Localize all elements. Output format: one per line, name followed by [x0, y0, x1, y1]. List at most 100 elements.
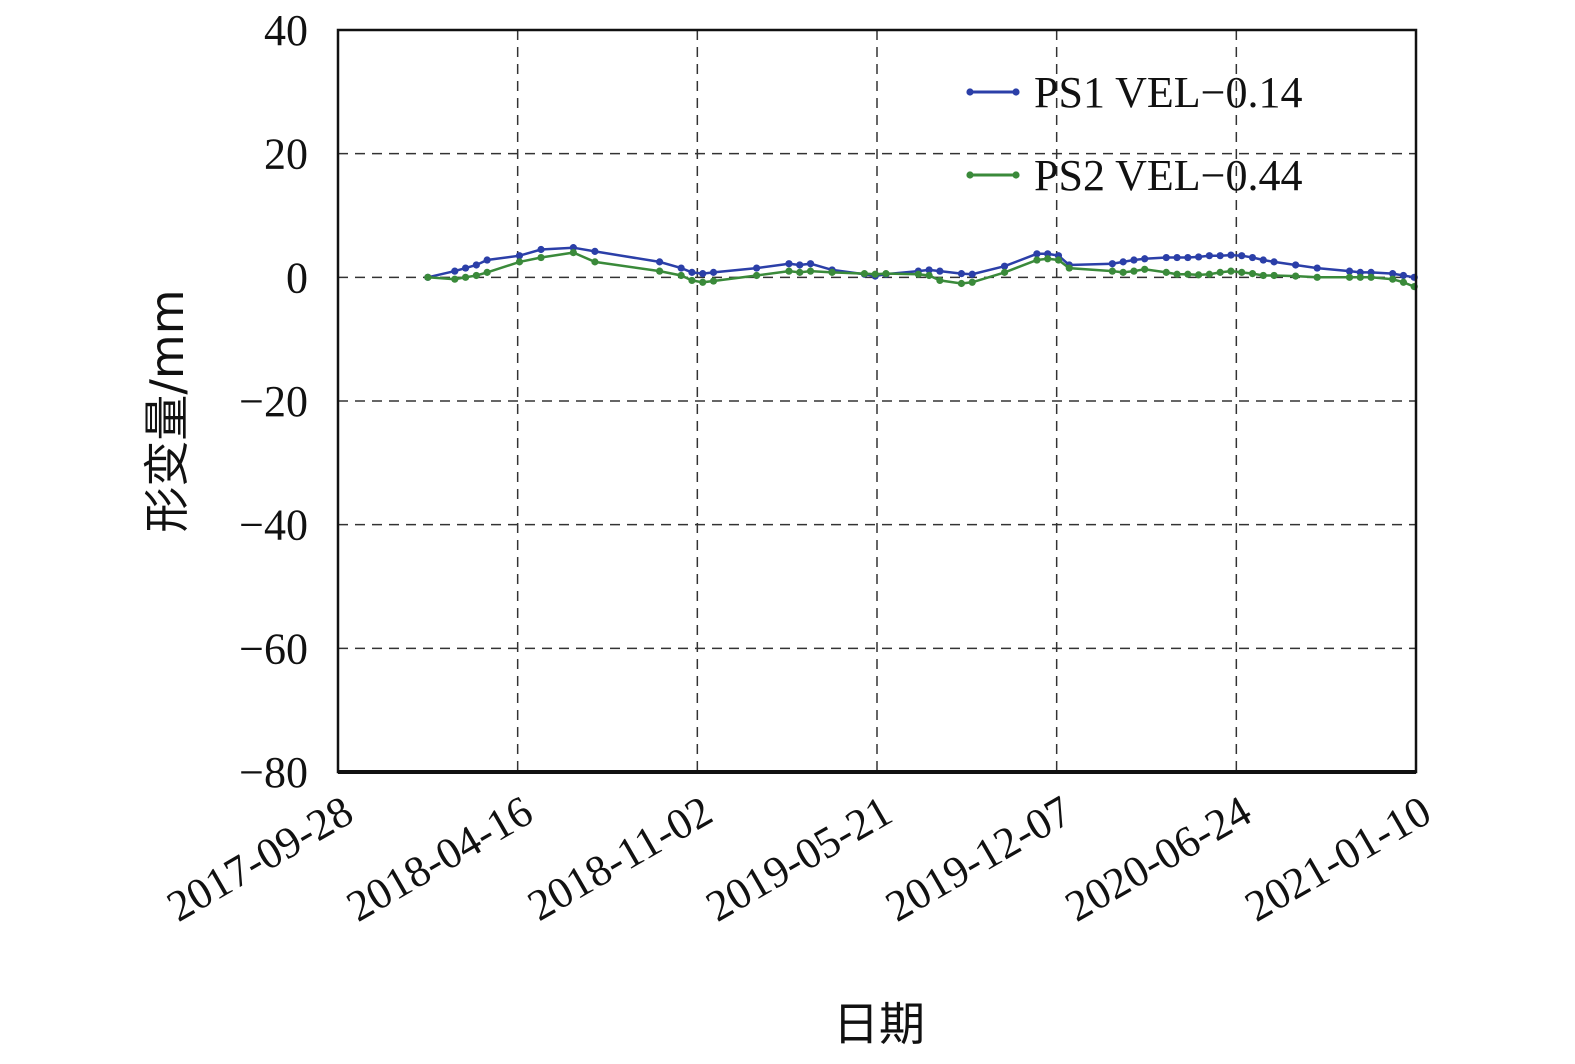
data-point — [1345, 273, 1354, 281]
data-point — [925, 271, 933, 280]
x-tick-label: 2020-06-24 — [1057, 786, 1259, 931]
data-point — [871, 270, 879, 278]
data-point — [1000, 268, 1009, 276]
y-tick-label: −60 — [239, 624, 308, 673]
data-point — [537, 253, 545, 262]
data-point — [1205, 252, 1213, 260]
data-point — [1238, 252, 1246, 260]
data-point — [591, 247, 599, 255]
data-point — [1216, 268, 1224, 276]
data-point — [1141, 265, 1149, 273]
data-point — [882, 270, 890, 278]
data-point — [537, 245, 545, 254]
data-point — [1248, 270, 1257, 278]
data-point — [472, 271, 480, 280]
data-point — [1119, 258, 1127, 266]
grid-lines — [338, 30, 1416, 772]
data-point — [1248, 253, 1257, 262]
x-tick-label: 2019-12-07 — [877, 786, 1079, 931]
data-point — [1184, 270, 1192, 278]
x-tick-labels: 2017-09-282018-04-162018-11-022019-05-21… — [159, 786, 1439, 931]
legend-label: PS2 VEL−0.44 — [1034, 151, 1303, 200]
data-point — [1173, 270, 1181, 278]
data-point — [1195, 253, 1203, 261]
data-point — [569, 249, 577, 257]
data-point — [806, 267, 815, 275]
data-point — [699, 270, 707, 278]
y-tick-label: −40 — [239, 501, 308, 550]
data-point — [1399, 271, 1408, 280]
y-tick-labels: 40 20 0 −20 −40 −60 −80 — [239, 6, 308, 797]
data-point — [753, 264, 761, 272]
data-point — [1044, 250, 1052, 258]
data-point — [1130, 267, 1138, 275]
data-point — [1270, 258, 1278, 266]
data-point — [796, 261, 804, 269]
data-point — [860, 270, 869, 278]
y-tick-label: −80 — [239, 748, 308, 797]
data-point — [1367, 268, 1375, 276]
data-point — [1162, 253, 1170, 262]
legend: PS1 VEL−0.14 PS2 VEL−0.44 — [966, 68, 1303, 200]
data-point — [709, 268, 718, 276]
data-point — [925, 266, 933, 274]
legend-marker — [1012, 88, 1020, 96]
data-point — [1399, 278, 1408, 286]
data-point — [515, 252, 524, 260]
data-point — [1033, 250, 1041, 258]
data-point — [461, 264, 470, 272]
legend-item: PS2 VEL−0.44 — [966, 151, 1303, 200]
data-point — [957, 279, 966, 288]
data-point — [1065, 264, 1073, 272]
data-point — [461, 273, 470, 281]
series-layer — [424, 244, 1418, 291]
data-point — [1227, 251, 1235, 259]
data-point — [483, 268, 491, 276]
data-point — [677, 264, 685, 272]
x-axis-title: 日期 — [833, 997, 925, 1051]
data-point — [483, 256, 491, 264]
data-point — [1054, 256, 1063, 264]
data-point — [451, 275, 459, 283]
data-point — [656, 258, 664, 266]
legend-marker — [966, 171, 974, 179]
data-point — [936, 267, 944, 275]
data-point — [1313, 273, 1321, 281]
data-point — [968, 270, 976, 278]
data-point — [1000, 262, 1009, 270]
data-point — [569, 244, 577, 252]
data-point — [1205, 270, 1213, 278]
data-point — [1389, 275, 1397, 283]
data-point — [1119, 268, 1127, 276]
data-point — [688, 276, 696, 285]
data-point — [1238, 268, 1246, 276]
y-tick-label: 0 — [286, 253, 308, 302]
data-point — [806, 260, 815, 268]
data-point — [936, 276, 944, 285]
x-tick-label: 2021-01-10 — [1237, 786, 1439, 931]
x-tick-label: 2019-05-21 — [698, 786, 900, 931]
data-point — [1184, 253, 1192, 262]
data-point — [1162, 268, 1170, 276]
data-point — [1259, 256, 1267, 264]
y-tick-label: 40 — [264, 6, 308, 55]
data-point — [1367, 273, 1375, 281]
data-point — [591, 258, 599, 266]
data-point — [828, 268, 836, 276]
data-point — [688, 268, 696, 276]
data-point — [472, 261, 480, 269]
data-point — [1356, 268, 1364, 276]
data-point — [785, 267, 793, 275]
data-point — [1270, 271, 1278, 280]
data-point — [656, 267, 664, 275]
x-tick-label: 2017-09-28 — [159, 786, 361, 931]
y-axis-title: 形变量/mm — [140, 289, 194, 532]
data-point — [1108, 260, 1116, 268]
data-point — [785, 260, 793, 268]
data-point — [1313, 264, 1321, 272]
data-point — [515, 258, 524, 266]
data-point — [1227, 267, 1235, 275]
data-point — [1195, 271, 1203, 279]
data-point — [677, 271, 685, 280]
y-tick-label: −20 — [239, 377, 308, 426]
